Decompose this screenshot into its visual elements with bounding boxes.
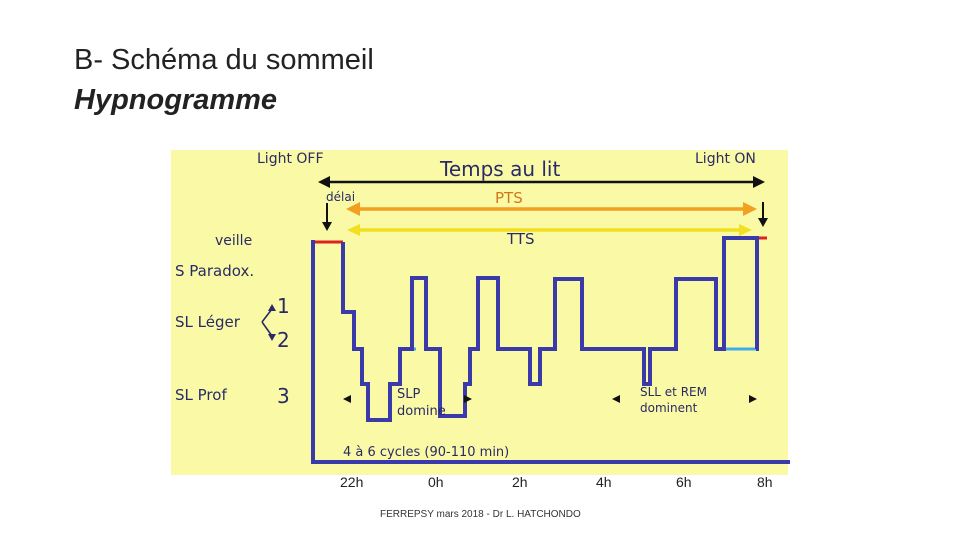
leger-bracket-head-1: [268, 304, 276, 311]
stage-leger-1-label: 1: [277, 294, 290, 318]
stage-veille-label: veille: [215, 233, 252, 249]
pts-label: PTS: [495, 189, 523, 207]
sll-label-line1: SLL et REM: [640, 385, 707, 399]
slide-footer: FERREPSY mars 2018 - Dr L. HATCHONDO: [380, 509, 581, 520]
slp-right-arrow: [464, 395, 472, 403]
stage-leger-2-label: 2: [277, 328, 290, 352]
slp-label-line2: domine: [397, 404, 446, 419]
cycles-label: 4 à 6 cycles (90-110 min): [343, 445, 509, 460]
time-tick: 4h: [596, 474, 612, 490]
sll-left-arrow: [612, 395, 620, 403]
slp-left-arrow: [343, 395, 351, 403]
slp-label-line1: SLP: [397, 387, 420, 402]
leger-bracket-arrows: [261, 308, 273, 337]
time-tick: 6h: [676, 474, 692, 490]
sll-label-line2: dominent: [640, 401, 698, 415]
pts-arrow-right-head: [743, 202, 757, 216]
tts-label: TTS: [506, 230, 535, 248]
stage-paradox-label: S Paradox.: [175, 262, 254, 280]
leger-bracket-head-2: [268, 334, 276, 341]
hypnogram-trace: [341, 236, 759, 422]
stage-prof-3-label: 3: [277, 384, 290, 408]
bed-time-arrow-left-head: [318, 176, 330, 188]
tts-arrow-right-head: [739, 224, 752, 236]
stage-prof-label: SL Prof: [175, 386, 227, 404]
slide-title: B- Schéma du sommeil: [74, 44, 374, 76]
delai-label: délai: [326, 190, 355, 204]
slide-subtitle: Hypnogramme: [74, 84, 278, 116]
light-off-label: Light OFF: [257, 151, 324, 167]
pts-arrow-left-head: [346, 202, 360, 216]
sll-right-arrow: [749, 395, 757, 403]
tts-arrow-left-head: [347, 224, 360, 236]
light-off-down-arrow-head: [322, 222, 332, 231]
stage-leger-label: SL Léger: [175, 313, 241, 331]
bed-time-arrow-right-head: [753, 176, 765, 188]
temps-au-lit-label: Temps au lit: [439, 157, 560, 181]
light-on-label: Light ON: [695, 151, 756, 167]
time-tick: 22h: [340, 474, 363, 490]
light-on-down-arrow-head: [758, 218, 768, 227]
time-tick: 2h: [512, 474, 528, 490]
time-tick: 8h: [757, 474, 773, 490]
time-tick: 0h: [428, 474, 444, 490]
